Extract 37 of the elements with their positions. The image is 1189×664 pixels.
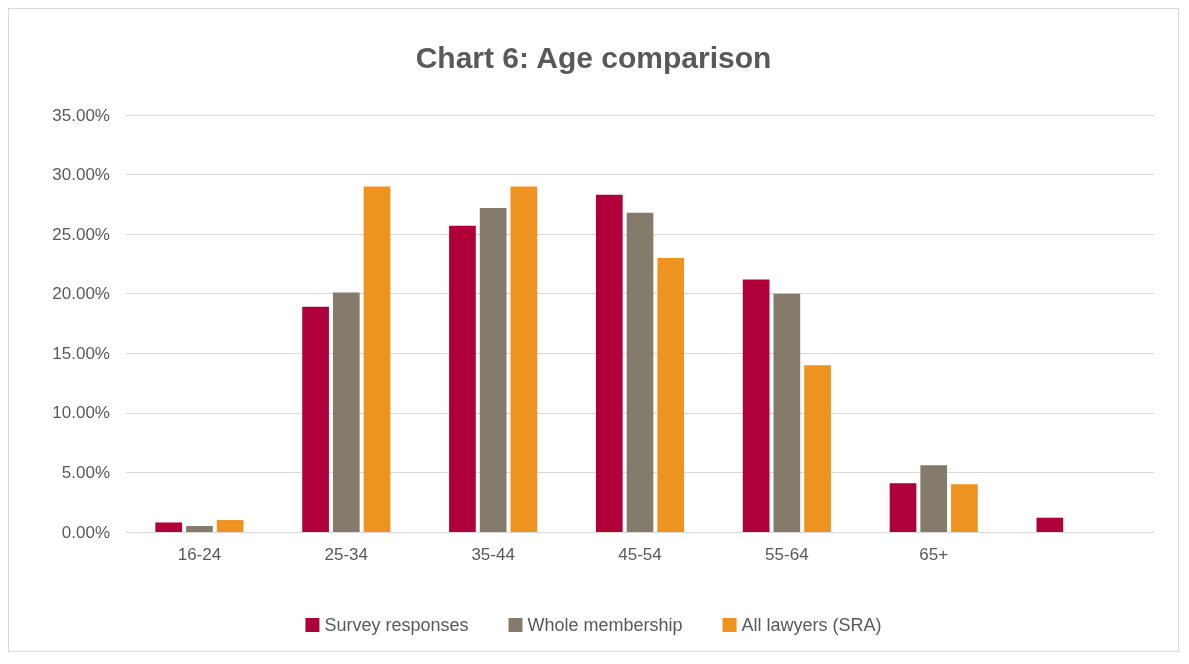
bar: [216, 520, 244, 532]
bar: [479, 207, 507, 532]
x-tick-label: 16-24: [177, 545, 222, 564]
bar: [302, 306, 329, 532]
legend-label: All lawyers (SRA): [741, 615, 882, 635]
y-tick-label: 25.00%: [52, 224, 110, 244]
bar: [332, 292, 360, 532]
bar: [510, 186, 538, 532]
x-tick-label: 35-44: [471, 545, 515, 564]
y-tick-label: 5.00%: [61, 462, 110, 482]
y-tick-label: 10.00%: [52, 403, 110, 423]
bar: [186, 526, 213, 532]
legend-label: Whole membership: [527, 615, 683, 635]
bar: [804, 365, 831, 532]
bar: [889, 483, 917, 532]
y-tick-label: 15.00%: [52, 343, 110, 363]
x-tick-label: 65+: [919, 545, 949, 564]
bar: [363, 186, 391, 532]
bar: [155, 522, 183, 532]
legend-label: Survey responses: [324, 615, 469, 635]
x-tick-label: 25-34: [324, 545, 369, 564]
bar: [951, 484, 978, 532]
bar: [742, 279, 770, 532]
y-tick-label: 30.00%: [52, 165, 110, 185]
y-tick-label: 20.00%: [52, 284, 110, 304]
bar: [657, 257, 685, 532]
bar: [626, 212, 654, 532]
bar: [920, 465, 948, 532]
y-tick-label: 0.00%: [61, 522, 110, 542]
bar: [449, 225, 476, 532]
bar: [773, 293, 801, 532]
bar: [1036, 517, 1064, 532]
bar: [595, 194, 623, 532]
chart-title: Chart 6: Age comparison: [415, 40, 772, 74]
y-tick-label: 35.00%: [52, 105, 110, 125]
x-tick-label: 45-54: [618, 545, 662, 564]
x-tick-label: 55-64: [765, 545, 809, 564]
